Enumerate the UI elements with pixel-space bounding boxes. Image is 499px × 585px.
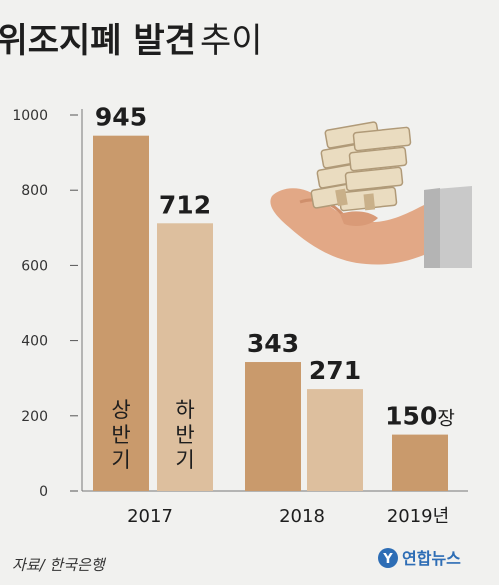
- brand-icon: [378, 548, 398, 568]
- data-label: 945: [95, 103, 147, 132]
- y-tick-label: 800: [21, 183, 48, 199]
- bar-inner-label: 기: [111, 448, 130, 472]
- data-label: 712: [159, 190, 211, 219]
- y-tick-label: 0: [39, 484, 48, 500]
- data-label: 150장: [385, 402, 455, 431]
- y-tick-label: 400: [21, 334, 48, 350]
- bar-2018-first: [245, 362, 301, 491]
- bar-2017-first: [93, 135, 149, 491]
- x-tick-label: 2019년: [387, 506, 449, 527]
- bar-inner-label: 반: [175, 423, 194, 447]
- source-note: 자료/ 한국은행: [12, 556, 107, 574]
- bar-inner-label: 기: [175, 448, 194, 472]
- data-label-unit: 장: [437, 408, 454, 430]
- bar-inner-label: 반: [111, 423, 130, 447]
- y-tick-label: 600: [21, 258, 48, 274]
- title-light: 추이: [200, 21, 263, 61]
- y-tick-label: 200: [21, 409, 48, 425]
- x-tick-label: 2017: [127, 506, 173, 527]
- x-tick-label: 2018: [279, 506, 325, 527]
- bar-inner-label: 하: [175, 398, 194, 422]
- bar-2019년-first: [392, 434, 448, 491]
- data-label: 343: [247, 329, 299, 358]
- y-tick-label: 1000: [12, 108, 48, 124]
- data-label: 271: [309, 356, 361, 385]
- hand-holding-money-icon: [270, 121, 472, 268]
- brand-logo: Y 연합뉴스: [378, 548, 461, 568]
- title-bold: 위조지폐 발견: [0, 21, 196, 61]
- bar-2017-second: [157, 223, 213, 491]
- bar-inner-label: 상: [111, 398, 130, 422]
- svg-text:Y: Y: [382, 552, 393, 567]
- brand-name: 연합뉴스: [402, 549, 461, 568]
- bar-2018-second: [307, 389, 363, 491]
- chart-title: 위조지폐 발견 추이: [0, 21, 263, 61]
